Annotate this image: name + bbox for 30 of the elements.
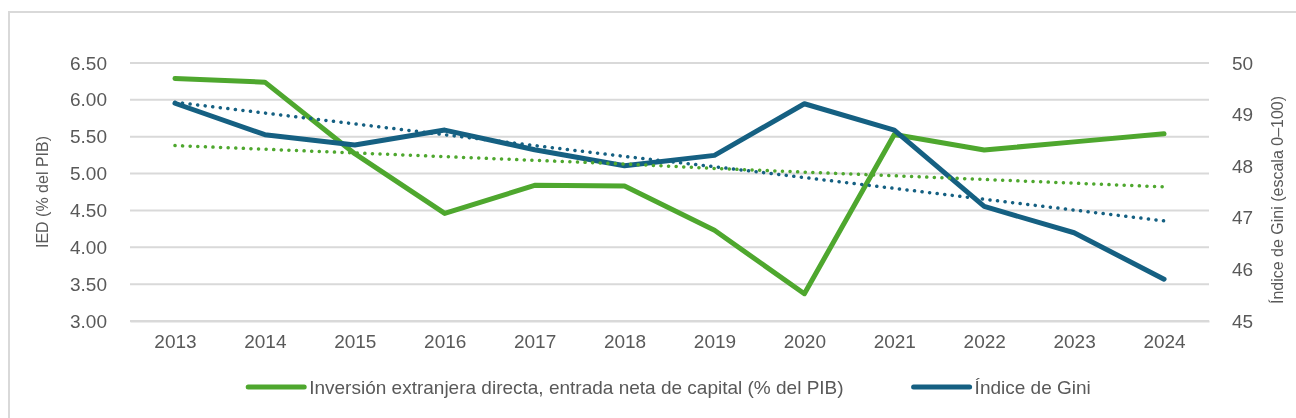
legend-label: Índice de Gini — [974, 376, 1091, 398]
x-tick-label: 2022 — [963, 331, 1006, 353]
y2-tick-label: 46 — [1232, 258, 1254, 280]
y-tick-label: 3.50 — [70, 273, 107, 295]
x-tick-label: 2014 — [244, 331, 287, 353]
y-tick-label: 6.00 — [70, 89, 107, 111]
x-tick-label: 2017 — [513, 331, 557, 353]
y2-tick-label: 50 — [1232, 52, 1254, 74]
legend-label: Inversión extranjera directa, entrada neta de capital (% del PIB) — [309, 376, 844, 398]
x-tick-label: 2024 — [1143, 331, 1187, 353]
x-tick-label: 2018 — [603, 331, 647, 353]
x-tick-label: 2023 — [1053, 331, 1096, 353]
y-tick-label: 6.50 — [70, 52, 107, 74]
y-tick-label: 5.50 — [70, 126, 107, 148]
y-tick-label: 5.00 — [70, 163, 107, 185]
x-tick-label: 2013 — [154, 331, 197, 353]
y2-tick-label: 47 — [1232, 207, 1254, 229]
y2-tick-label: 45 — [1232, 310, 1254, 332]
x-tick-label: 2015 — [334, 331, 377, 353]
x-tick-label: 2019 — [693, 331, 737, 353]
y-tick-label: 3.00 — [70, 310, 107, 332]
y-tick-label: 4.00 — [70, 236, 107, 258]
x-tick-label: 2021 — [873, 331, 916, 353]
y-axis-title: IED (% del PIB) — [34, 135, 51, 249]
x-tick-label: 2016 — [424, 331, 467, 353]
y2-tick-label: 48 — [1232, 155, 1254, 177]
y2-tick-label: 49 — [1232, 104, 1254, 126]
x-tick-label: 2020 — [783, 331, 827, 353]
y-tick-label: 4.50 — [70, 200, 107, 222]
y2-axis-title: Índice de Gini (escala 0–100) — [1268, 95, 1286, 305]
